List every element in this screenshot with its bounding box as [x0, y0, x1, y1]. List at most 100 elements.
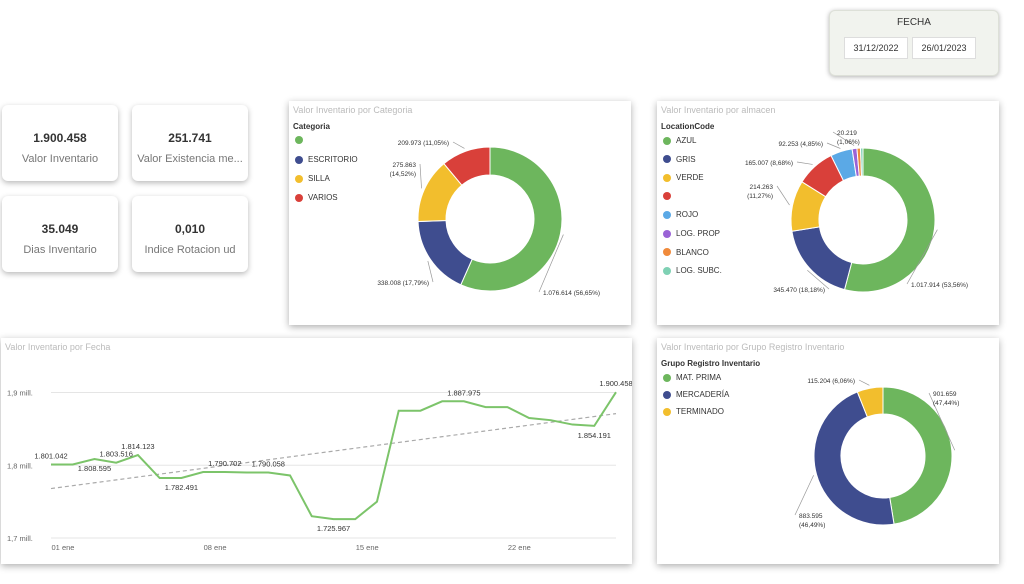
x-tick-label: 15 ene [356, 543, 379, 552]
legend-swatch [663, 266, 671, 275]
data-label: 1.814.123 [121, 442, 154, 451]
kpi-label: Dias Inventario [23, 244, 97, 256]
data-label: 345.470 (18,18%) [773, 287, 825, 294]
legend-label: TERMINADO [676, 407, 724, 416]
legend-label: GRIS [676, 154, 696, 164]
legend-swatch [663, 373, 671, 382]
leader-line [776, 185, 790, 206]
legend-label: AZUL [676, 136, 697, 145]
data-label: 1.887.975 [447, 388, 480, 397]
legend-label: MERCADERÍA [676, 390, 730, 399]
date-filter-title: FECHA [897, 17, 931, 28]
leader-line [419, 163, 422, 189]
chart-title: Valor Inventario por Fecha [5, 342, 111, 352]
data-label: 1.790.702 [208, 459, 241, 468]
legend-label: LOG. SUBC. [676, 266, 722, 276]
y-tick-label: 1,8 mill. [7, 461, 33, 470]
legend-item[interactable]: LOG. SUBC. [663, 266, 722, 275]
data-label: 1.790.058 [252, 460, 285, 469]
legend-item[interactable]: MAT. PRIMA [663, 373, 721, 382]
legend-item[interactable]: AZUL [663, 136, 696, 145]
legend-item[interactable]: GRIS [663, 155, 696, 164]
legend-label: VERDE [676, 173, 704, 183]
leader-line [807, 269, 830, 290]
data-label: 1.808.595 [78, 464, 111, 473]
data-label: (47,44%) [933, 400, 959, 407]
data-label: 1.017.914 (53,56%) [911, 282, 968, 289]
donut-slice[interactable] [460, 146, 563, 292]
x-tick-label: 01 ene [52, 543, 75, 552]
donut-slice[interactable] [791, 226, 853, 291]
legend-label: VARIOS [308, 193, 338, 202]
legend-item[interactable]: MERCADERÍA [663, 390, 729, 399]
trend-line [50, 413, 617, 490]
legend-swatch [663, 136, 671, 145]
chart-title: Valor Inventario por Categoria [293, 105, 413, 115]
date-from-input[interactable]: 31/12/2022 [844, 37, 908, 59]
legend-item[interactable]: TERMINADO [663, 407, 724, 416]
data-label: 1.782.491 [165, 483, 198, 492]
kpi-value: 35.049 [41, 222, 79, 236]
leader-line [794, 475, 814, 516]
donut-slice[interactable] [859, 147, 864, 177]
donut-slice[interactable] [813, 391, 895, 526]
leader-line [538, 234, 564, 293]
legend-swatch [295, 136, 303, 144]
data-label: 165.007 (8,68%) [745, 160, 793, 167]
data-label: 20.219 [837, 130, 857, 137]
legend-label: LOG. PROP [676, 229, 721, 238]
series-line[interactable] [51, 391, 617, 521]
data-label: 1.725.967 [317, 524, 350, 533]
legend-title: Categoria [293, 122, 330, 131]
x-tick-label: 08 ene [204, 543, 227, 552]
data-label: 901.659 [933, 391, 957, 398]
legend-item[interactable]: VERDE [663, 173, 704, 182]
kpi-card-valor-existencia: 251.741 Valor Existencia me... [132, 105, 248, 181]
legend-item[interactable]: VARIOS [295, 193, 338, 202]
legend-item[interactable]: ESCRITORIO [295, 155, 358, 164]
legend-swatch [295, 174, 303, 183]
donut-slice[interactable] [417, 220, 473, 286]
legend-item[interactable] [295, 136, 308, 144]
legend-item[interactable]: LOG. PROP [663, 229, 720, 238]
donut-slice[interactable] [882, 386, 953, 525]
legend-swatch [295, 155, 303, 164]
kpi-label: Valor Existencia me... [137, 153, 243, 165]
kpi-card-valor-inventario: 1.900.458 Valor Inventario [2, 105, 118, 181]
legend-label: ESCRITORIO [308, 155, 358, 164]
legend-item[interactable]: BLANCO [663, 248, 709, 257]
data-label: 92.253 (4,85%) [779, 141, 823, 148]
data-label: 209.973 (11,05%) [398, 140, 449, 147]
legend-swatch [663, 407, 671, 416]
donut-slice[interactable] [843, 147, 936, 293]
data-label: (11,27%) [747, 193, 773, 200]
donut-slice[interactable] [856, 386, 884, 418]
legend-swatch [295, 193, 303, 202]
data-label: (14,52%) [390, 171, 416, 178]
legend-title: LocationCode [661, 122, 715, 131]
legend-item[interactable]: ROJO [663, 210, 698, 219]
donut-chart-almacen: 1.017.914 (53,56%) 345.470 (18,18%) 214.26… [745, 130, 968, 294]
data-label: 1.854.191 [578, 431, 611, 440]
donut-slice[interactable] [443, 146, 491, 186]
kpi-card-dias-inventario: 35.049 Dias Inventario [2, 196, 118, 272]
leader-line [796, 161, 813, 165]
data-label: 214.263 [750, 184, 774, 191]
kpi-value: 251.741 [168, 131, 212, 145]
leader-line [906, 229, 938, 285]
leader-line [427, 260, 434, 283]
legend-swatch [663, 210, 671, 219]
date-to-input[interactable]: 26/01/2023 [912, 37, 976, 59]
data-label: 1.801.042 [34, 452, 67, 461]
chart-title: Valor Inventario por almacen [661, 105, 776, 115]
legend-label: BLANCO [676, 247, 709, 257]
leader-line [832, 131, 855, 146]
legend-title: Grupo Registro Inventario [661, 359, 761, 368]
legend-item[interactable]: SILLA [295, 174, 330, 183]
legend-swatch [663, 191, 671, 200]
y-tick-label: 1,9 mill. [7, 389, 33, 398]
data-label: 1.076.614 (56,65%) [543, 290, 600, 297]
data-label: (1,06%) [837, 139, 860, 146]
kpi-value: 0,010 [174, 222, 206, 236]
legend-item[interactable] [663, 191, 676, 200]
